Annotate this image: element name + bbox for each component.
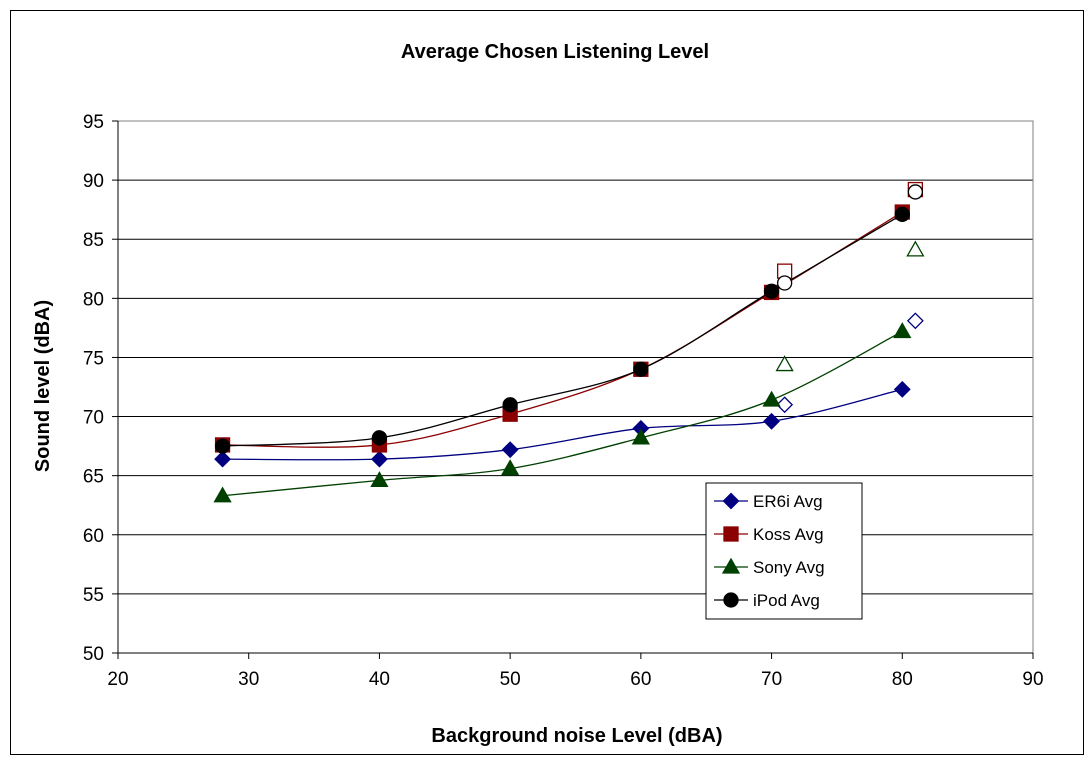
legend-item: Koss Avg <box>714 525 824 544</box>
y-tick-label: 55 <box>83 585 104 606</box>
series-line <box>222 213 903 447</box>
hollow-data-point <box>776 275 793 291</box>
y-tick-label: 85 <box>83 230 104 251</box>
hollow-data-point <box>906 312 924 330</box>
y-tick-label: 70 <box>83 408 104 429</box>
x-tick-label: 80 <box>892 669 913 690</box>
hollow-data-point <box>906 240 925 257</box>
chart-frame <box>10 10 1084 755</box>
x-tick-label: 20 <box>107 669 128 690</box>
y-tick-label: 65 <box>83 467 104 488</box>
data-point <box>370 471 389 488</box>
data-point <box>501 459 520 476</box>
y-tick-label: 80 <box>83 289 104 310</box>
x-tick-label: 50 <box>500 669 521 690</box>
data-point <box>371 450 388 468</box>
series-triangle <box>213 240 925 503</box>
legend-label: Koss Avg <box>753 525 824 544</box>
x-tick-label: 40 <box>369 669 390 690</box>
chart-title: Average Chosen Listening Level <box>401 41 709 63</box>
y-axis-title: Sound level (dBA) <box>32 300 54 472</box>
data-point <box>762 390 781 407</box>
series-line <box>222 388 903 461</box>
y-tick-label: 50 <box>83 644 104 665</box>
series-circle <box>214 184 924 454</box>
data-point <box>214 438 231 454</box>
data-point <box>502 397 518 413</box>
series-layer <box>213 181 925 503</box>
data-point <box>894 206 910 223</box>
data-point <box>893 380 911 398</box>
data-point <box>763 283 780 299</box>
legend-label: Sony Avg <box>753 558 825 577</box>
x-tick-label: 70 <box>761 669 782 690</box>
x-axis-title: Background noise Level (dBA) <box>431 725 722 747</box>
data-point <box>633 361 649 377</box>
plot-area <box>117 120 1034 654</box>
legend-label: ER6i Avg <box>753 492 823 511</box>
data-point <box>763 412 780 430</box>
data-point <box>214 450 231 468</box>
series-diamond <box>214 312 924 468</box>
legend-swatch-marker <box>723 526 739 542</box>
hollow-data-point <box>775 355 794 372</box>
legend-item: Sony Avg <box>714 557 825 577</box>
x-tick-label: 60 <box>630 669 651 690</box>
hollow-data-point <box>776 396 794 414</box>
grid-layer <box>118 120 1033 595</box>
legend-item: iPod Avg <box>714 591 820 610</box>
legend-item: ER6i Avg <box>714 492 823 511</box>
legend-label: iPod Avg <box>753 591 820 610</box>
axes-layer: 50 55 60 65 70 75 80 85 90 95 20 30 40 50 60 70 80 90 <box>83 112 1044 690</box>
data-point <box>501 441 519 459</box>
legend-swatch-marker <box>721 557 741 574</box>
legend-swatch-marker <box>722 492 740 510</box>
data-point <box>893 322 912 339</box>
x-tick-label: 90 <box>1022 669 1043 690</box>
data-point <box>371 430 388 446</box>
data-point <box>213 486 232 503</box>
x-tick-label: 30 <box>238 669 259 690</box>
y-tick-label: 75 <box>83 348 104 369</box>
data-point <box>631 428 650 445</box>
legend-swatch-marker <box>723 592 739 608</box>
y-tick-label: 90 <box>83 171 104 192</box>
series-line <box>222 330 903 497</box>
hollow-data-point <box>907 184 924 200</box>
y-tick-label: 60 <box>83 526 104 547</box>
y-tick-label: 95 <box>83 112 104 133</box>
legend: ER6i Avg Koss Avg Sony Avg iPod Avg <box>705 482 863 620</box>
series-line <box>222 211 903 448</box>
